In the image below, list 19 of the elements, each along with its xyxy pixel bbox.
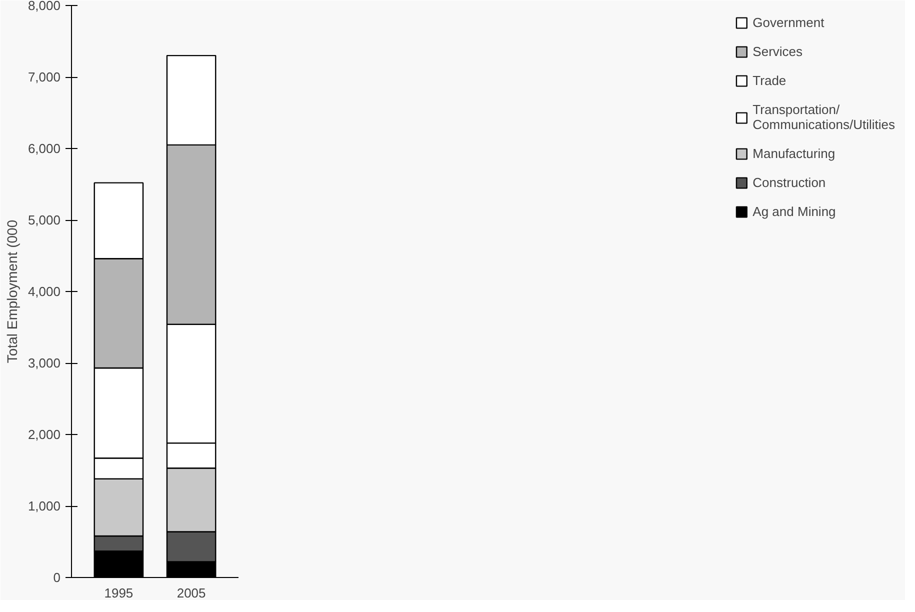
y-tick-label: 3,000 [28, 356, 61, 370]
x-tick-label: 2005 [176, 586, 206, 600]
legend-label: Services [752, 44, 803, 59]
legend-label: Manufacturing [752, 146, 836, 161]
y-tick-label: 4,000 [28, 284, 61, 299]
y-tick-label: 1,000 [28, 498, 61, 514]
x-tick-label: 1995 [104, 586, 134, 600]
y-axis-title: Total Employment (000 [4, 220, 20, 364]
y-tick-label: 6,000 [28, 141, 61, 156]
legend-label: Trade [752, 73, 786, 88]
y-tick-label: 5,000 [28, 212, 61, 228]
y-tick-label: 0 [53, 570, 61, 585]
legend-label: Ag and Mining [752, 204, 836, 219]
y-tick-label: 8,000 [28, 0, 61, 13]
legend-label: Transportation/Communications/Utilities [752, 102, 895, 132]
legend-label: Construction [752, 175, 826, 190]
legend-label: Government [752, 15, 824, 30]
y-tick-label: 7,000 [28, 70, 61, 84]
y-tick-label: 2,000 [28, 427, 61, 442]
